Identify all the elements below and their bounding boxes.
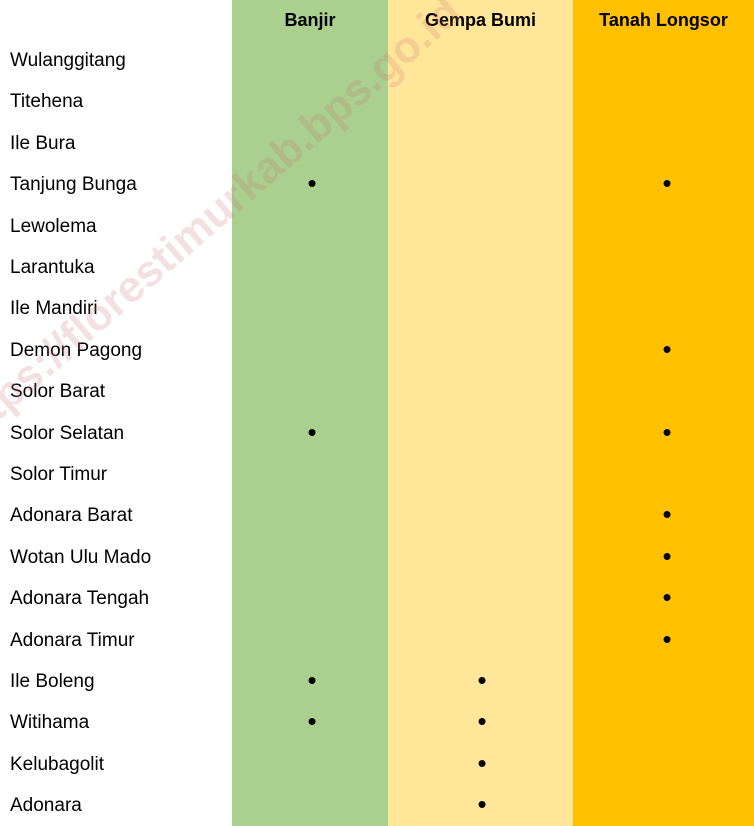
- dot: •: [662, 582, 672, 613]
- dot: •: [477, 665, 487, 695]
- dot: •: [662, 540, 672, 571]
- column-header: Banjir: [284, 10, 336, 30]
- dot: •: [307, 168, 317, 199]
- row-label: Solor Barat: [10, 381, 106, 403]
- column-band: [388, 0, 573, 826]
- column-band: [232, 0, 388, 826]
- row-label: Wulanggitang: [10, 50, 126, 71]
- row-label: Adonara: [10, 795, 82, 817]
- dot: •: [662, 416, 672, 447]
- column-header: Gempa Bumi: [424, 10, 537, 30]
- dot: •: [477, 789, 487, 820]
- dot: •: [662, 499, 672, 530]
- row-label: Ile Bura: [10, 132, 76, 154]
- row-label: Tanjung Bunga: [10, 174, 137, 196]
- row-label: Demon Pagong: [10, 339, 143, 361]
- row-label: Solor Selatan: [10, 422, 125, 444]
- dot: •: [307, 416, 317, 447]
- row-label: Adonara Timur: [10, 629, 135, 651]
- column-band: [573, 0, 754, 826]
- row-label: Witihama: [10, 712, 90, 734]
- row-label: Solor Timur: [10, 464, 108, 485]
- row-label: Adonara Barat: [10, 505, 133, 527]
- row-label: Kelubagolit: [10, 753, 105, 775]
- row-label: Ile Mandiri: [10, 298, 98, 320]
- row-label: Titehena: [10, 91, 84, 113]
- row-label: Wotan Ulu Mado: [10, 546, 152, 568]
- row-label: Larantuka: [10, 257, 95, 278]
- dot: •: [477, 747, 487, 778]
- dot: •: [662, 623, 672, 654]
- dot: •: [307, 706, 317, 737]
- dot: •: [307, 665, 317, 695]
- dot: •: [662, 333, 672, 364]
- row-label: Ile Boleng: [10, 671, 95, 692]
- dot: •: [662, 168, 672, 199]
- row-label: Adonara Tengah: [10, 588, 150, 610]
- dot: •: [477, 706, 487, 737]
- row-label: Lewolema: [10, 215, 97, 237]
- column-header: Tanah Longsor: [599, 10, 728, 30]
